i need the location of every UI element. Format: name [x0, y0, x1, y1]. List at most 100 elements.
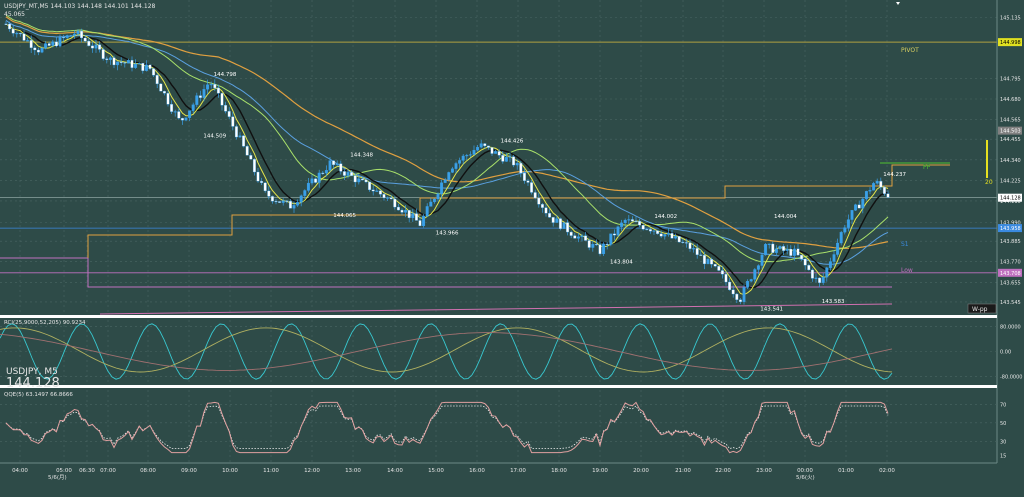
candle-body — [843, 227, 847, 233]
candle-body — [231, 116, 235, 127]
candle-body — [659, 233, 663, 237]
candle-body — [778, 246, 782, 249]
pane-separator-2[interactable] — [0, 385, 997, 388]
ma-lime-line — [5, 14, 889, 263]
candle-body — [458, 160, 462, 164]
candle-body — [310, 178, 314, 184]
time-tick-label: 06:30 — [79, 468, 95, 474]
date-label-end: 5/6(火) — [796, 475, 815, 481]
candle-body — [508, 156, 512, 158]
ma-black-line — [5, 23, 889, 289]
price-tick-label: 144.225 — [1000, 178, 1021, 184]
candle-body — [40, 47, 44, 53]
candle-body — [364, 179, 368, 183]
time-tick-label: 01:00 — [838, 468, 854, 474]
candle-body — [198, 95, 202, 98]
rci-pane: 80.0000 0.00 -80.0000 — [0, 323, 1022, 381]
candle-body — [170, 104, 174, 112]
candle-body — [134, 63, 138, 68]
candle-body — [868, 190, 872, 192]
candle-body — [724, 274, 728, 283]
candle-body — [695, 248, 699, 255]
candle-body — [357, 178, 361, 183]
candle-body — [353, 175, 357, 183]
time-tick-label: 04:00 — [12, 468, 28, 474]
qqe-tick-label: 70 — [1000, 402, 1006, 408]
candle-body — [699, 254, 703, 256]
candle-body — [422, 215, 426, 227]
price-tick-label: 144.340 — [1000, 158, 1021, 164]
candle-body — [152, 68, 156, 76]
candle-body — [83, 37, 87, 42]
candle-body — [8, 23, 12, 30]
candle-body — [51, 41, 55, 46]
candle-body — [764, 244, 768, 256]
price-tick-label: 143.545 — [1000, 300, 1021, 306]
time-tick-label: 00:00 — [797, 468, 813, 474]
candle-body — [882, 186, 886, 194]
time-tick-label: 08:00 — [140, 468, 156, 474]
candle-body — [537, 197, 541, 205]
candle-body — [674, 236, 678, 239]
candle-body — [314, 178, 318, 183]
shift-marker-icon[interactable] — [896, 2, 900, 5]
candle-body — [260, 180, 264, 183]
candle-body — [407, 210, 411, 219]
price-tag-label: 143.708 — [1000, 271, 1021, 277]
pane-separator-1[interactable] — [0, 315, 997, 318]
price-tag-label: 143.958 — [1000, 226, 1021, 232]
ma-yellow-line — [5, 23, 889, 296]
candle-body — [792, 248, 796, 256]
candle-body — [465, 155, 469, 157]
candle-body — [108, 57, 112, 60]
candle-body — [681, 241, 685, 243]
swing-label: 144.237 — [883, 172, 906, 178]
candle-body — [450, 168, 454, 173]
price-axis-bg — [997, 0, 1024, 493]
candle-body — [62, 36, 66, 39]
candle-body — [522, 172, 526, 181]
candle-body — [177, 111, 181, 119]
swing-label: 144.065 — [333, 213, 356, 219]
swing-label: 143.541 — [760, 307, 783, 313]
candle-body — [663, 234, 667, 237]
candle-body — [692, 248, 696, 250]
candle-body — [677, 236, 681, 243]
candle-body — [33, 47, 37, 51]
candle-body — [411, 213, 415, 219]
candle-body — [328, 160, 332, 171]
candle-body — [4, 23, 8, 25]
candle-body — [728, 281, 732, 291]
candle-body — [54, 41, 58, 47]
day-low-step — [0, 257, 892, 288]
volatility-label: 20 — [985, 179, 993, 186]
candle-body — [555, 218, 559, 223]
candle-body — [497, 151, 501, 156]
candle-body — [566, 222, 570, 233]
price-tick-label: 145.135 — [1000, 16, 1021, 22]
candle-body — [216, 87, 220, 94]
pivot-label: PIVOT — [901, 47, 919, 54]
qqe-tick-label: 30 — [1000, 439, 1006, 445]
candle-body — [166, 93, 170, 105]
candle-body — [501, 155, 505, 162]
candle-body — [850, 210, 854, 220]
price-tick-label: 143.655 — [1000, 280, 1021, 286]
price-tick-label: 144.455 — [1000, 137, 1021, 143]
candle-body — [288, 200, 292, 209]
candle-body — [645, 229, 649, 231]
candle-body — [612, 233, 616, 236]
price-tag — [998, 38, 1022, 47]
candle-body — [839, 232, 843, 244]
candle-body — [814, 277, 818, 279]
candle-body — [656, 230, 660, 234]
candle-body — [339, 163, 343, 172]
qqe-main-line — [5, 401, 889, 454]
time-tick-label: 15:00 — [428, 468, 444, 474]
rci-fast-line — [0, 323, 893, 380]
candle-body — [785, 248, 789, 251]
candle-body — [18, 33, 22, 35]
candle-body — [429, 201, 433, 207]
